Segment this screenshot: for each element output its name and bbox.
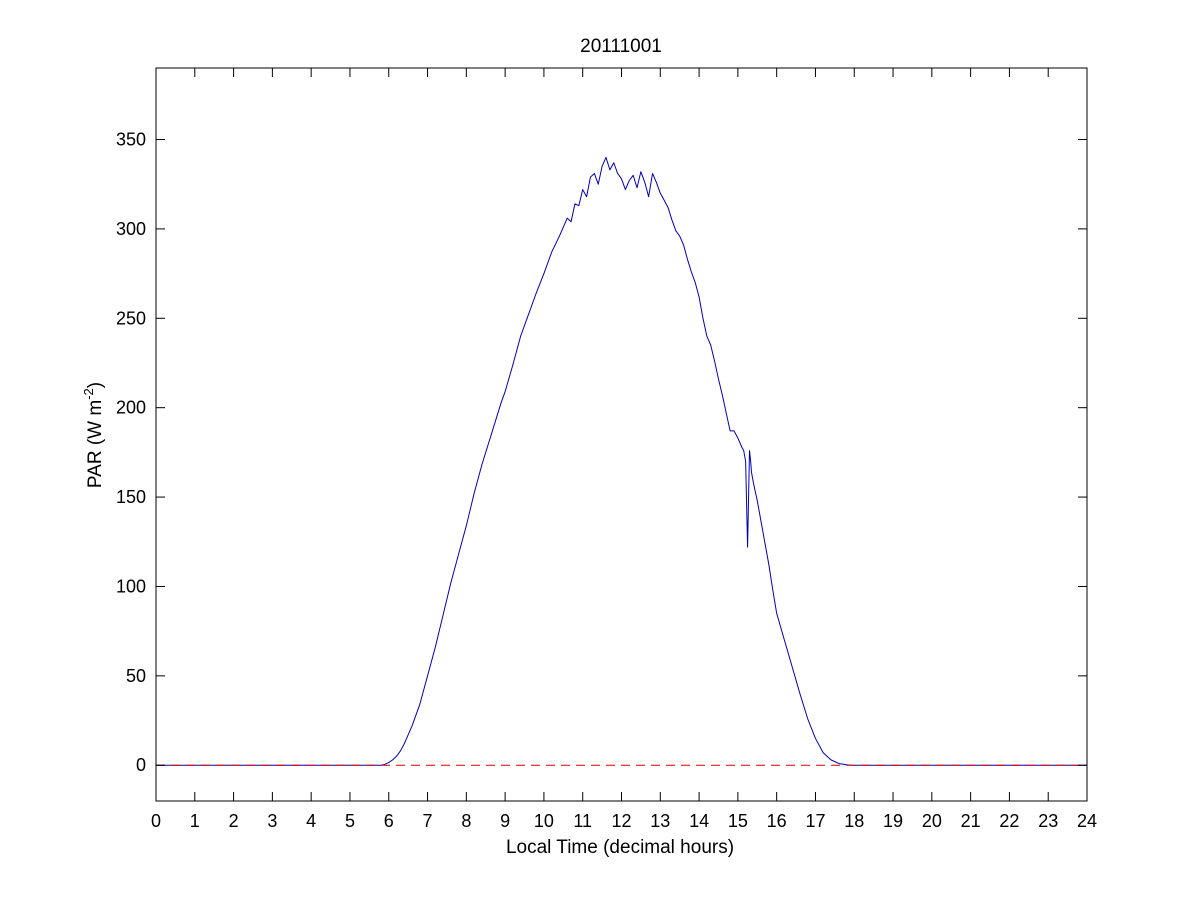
y-axis-label-superscript: -2 <box>81 388 96 400</box>
x-tick-label: 12 <box>611 811 631 831</box>
y-tick-label: 300 <box>116 219 146 239</box>
x-tick-label: 16 <box>767 811 787 831</box>
chart-title: 20111001 <box>580 36 662 57</box>
y-tick-label: 0 <box>136 755 146 775</box>
x-tick-label: 20 <box>922 811 942 831</box>
x-tick-label: 14 <box>689 811 709 831</box>
x-tick-label: 17 <box>805 811 825 831</box>
x-tick-label: 19 <box>883 811 903 831</box>
x-tick-label: 13 <box>650 811 670 831</box>
x-tick-label: 9 <box>500 811 510 831</box>
x-tick-label: 0 <box>151 811 161 831</box>
x-tick-label: 22 <box>999 811 1019 831</box>
x-tick-label: 4 <box>306 811 316 831</box>
y-tick-label: 350 <box>116 130 146 150</box>
y-axis-label-suffix: ) <box>85 382 106 388</box>
x-tick-label: 7 <box>423 811 433 831</box>
x-tick-label: 15 <box>728 811 748 831</box>
x-axis: 0 1 2 3 4 5 6 7 8 9 10 11 12 13 14 15 16 17 18 19 20 21 22 23 24 <box>151 68 1097 831</box>
x-tick-label: 18 <box>844 811 864 831</box>
series-line-1 <box>156 156 1087 766</box>
x-tick-label: 3 <box>267 811 277 831</box>
x-tick-label: 10 <box>534 811 554 831</box>
series-layer <box>156 156 1087 766</box>
plot-area <box>156 68 1087 801</box>
x-tick-label: 23 <box>1038 811 1058 831</box>
x-tick-label: 8 <box>461 811 471 831</box>
x-tick-label: 5 <box>345 811 355 831</box>
y-tick-label: 200 <box>116 398 146 418</box>
y-axis-label-main: PAR (W m <box>85 400 106 488</box>
y-axis: 0 50 100 150 200 250 300 350 <box>116 130 1087 775</box>
y-tick-label: 100 <box>116 576 146 596</box>
y-tick-label: 150 <box>116 487 146 507</box>
x-tick-label: 21 <box>961 811 981 831</box>
x-axis-label: Local Time (decimal hours) <box>506 837 734 858</box>
x-tick-label: 1 <box>190 811 200 831</box>
y-tick-label: 50 <box>126 666 146 686</box>
x-tick-label: 11 <box>573 811 592 831</box>
x-tick-label: 6 <box>384 811 394 831</box>
x-tick-label: 24 <box>1077 811 1097 831</box>
y-axis-label: PAR (W m-2) <box>81 382 106 488</box>
y-tick-label: 250 <box>116 308 146 328</box>
x-tick-label: 2 <box>229 811 239 831</box>
